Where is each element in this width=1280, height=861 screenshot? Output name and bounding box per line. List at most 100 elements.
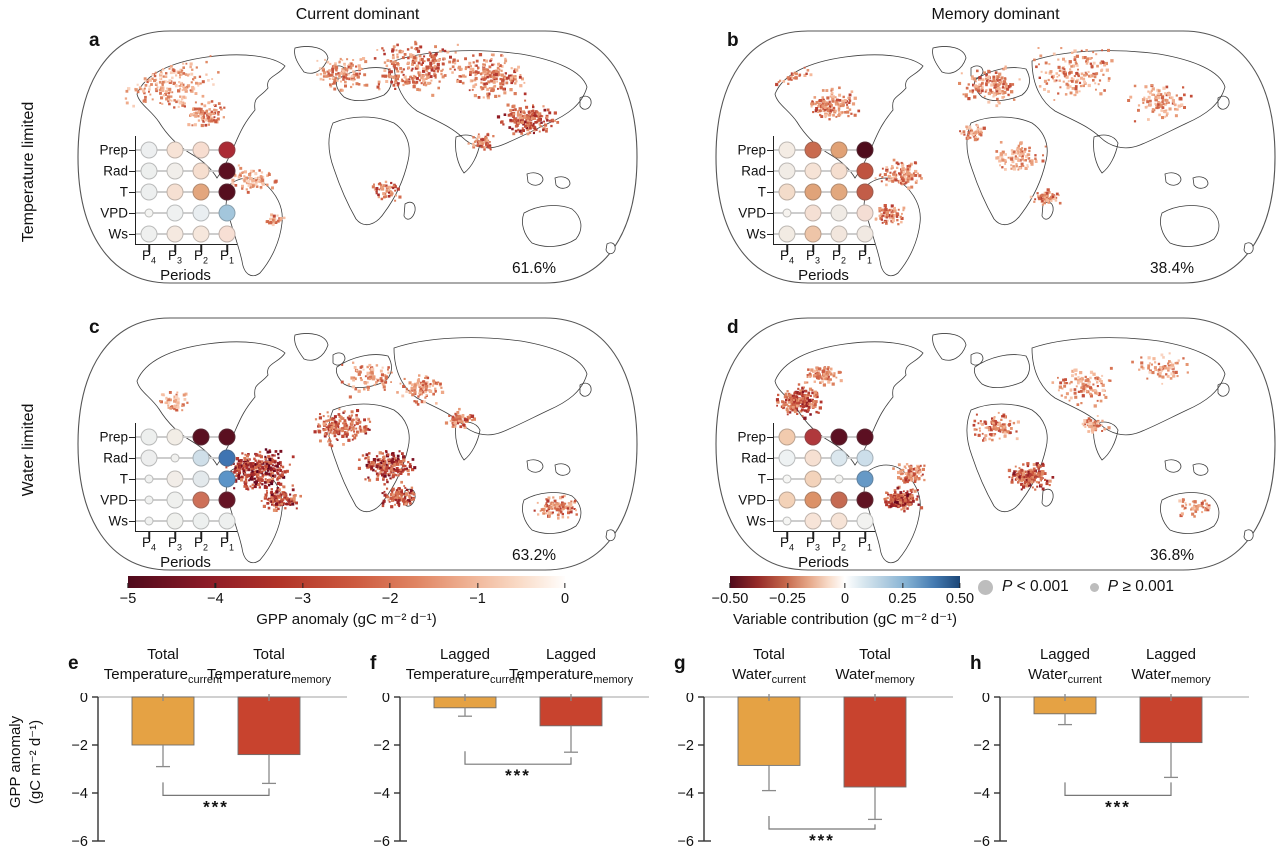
inset-col-tick	[200, 532, 202, 539]
significance-stars: ***	[1105, 797, 1131, 816]
inset-dot-matrix: Prep Rad T VPD Ws P4 P3 P2 P1 Periods	[725, 423, 915, 573]
inset-row-tick	[767, 457, 773, 459]
y-tick-label: 0	[686, 693, 694, 706]
inset-row-tick	[129, 436, 135, 438]
y-tick-label: −4	[973, 786, 990, 802]
inset-dot	[804, 141, 822, 158]
inset-dot	[856, 512, 874, 529]
significance-stars: ***	[203, 797, 229, 816]
bar-titles: Lagged Watercurrent Lagged Watermemory	[960, 645, 1252, 693]
inset-dot-matrix: Prep Rad T VPD Ws P4 P3 P2 P1 Periods	[87, 136, 277, 286]
colorbar-tick-mark	[302, 583, 304, 588]
inset-row-tick	[129, 457, 135, 459]
coastlines	[136, 46, 616, 277]
bar	[1139, 696, 1203, 744]
inset-col-tick	[200, 245, 202, 252]
panel-letter: a	[89, 30, 100, 51]
colorbar-tick-mark	[127, 583, 129, 588]
significance-bracket	[464, 751, 572, 765]
inset-row-label: T	[757, 184, 766, 199]
colorbar-tick-label: −4	[207, 591, 224, 607]
map-panel-c: c Prep Rad T VPD Ws P4 P3 P2 P1 Periods 63.2%	[75, 315, 640, 573]
inset-row-tick	[767, 499, 773, 501]
significance-stars: ***	[809, 831, 835, 850]
inset-col-label: P2	[193, 248, 209, 266]
inset-dot	[218, 225, 236, 242]
inset-dot	[192, 449, 210, 466]
inset-row: VPD	[100, 489, 237, 510]
inset-dot	[804, 512, 822, 529]
inset-row-label: VPD	[100, 492, 128, 507]
inset-dot	[778, 428, 796, 445]
inset-row-label: VPD	[738, 205, 766, 220]
bar-chart-g: g Total Watercurrent Total Watermemory 0 −2 −…	[664, 645, 956, 861]
bar-plot: 0 −2 −4 −6 ***	[373, 693, 649, 850]
inset-dot	[856, 162, 874, 179]
bar	[539, 696, 603, 727]
gpp-anomaly-pixels	[775, 47, 1193, 226]
inset-col-label: P3	[167, 248, 183, 266]
colorbar-tick-mark	[564, 583, 566, 588]
y-tick-label: −2	[677, 738, 694, 754]
significance-stars: ***	[505, 766, 531, 785]
bar-plot: 0 −2 −4 −6 ***	[677, 693, 953, 850]
inset-dot	[856, 449, 874, 466]
inset-row-tick	[129, 170, 135, 172]
inset-row: Prep	[99, 426, 237, 447]
inset-dot	[166, 470, 184, 487]
colorbar-tick-mark	[786, 583, 789, 588]
inset-row: Ws	[747, 223, 875, 244]
inset-dot	[830, 141, 848, 158]
inset-dot	[804, 162, 822, 179]
inset-dot	[144, 474, 154, 483]
map-panel-b: b Prep Rad T VPD Ws P4 P3 P2 P1 Periods 38.4%	[713, 28, 1278, 286]
inset-row-tick	[767, 520, 773, 522]
significance-bracket	[162, 782, 270, 796]
inset-x-label: Periods	[798, 554, 849, 571]
inset-dot-matrix: Prep Rad T VPD Ws P4 P3 P2 P1 Periods	[87, 423, 277, 573]
inset-dot	[192, 491, 210, 508]
inset-col-label: P3	[167, 535, 183, 553]
inset-dot	[778, 491, 796, 508]
inset-row-tick	[767, 191, 773, 193]
inset-col-label: P1	[857, 248, 873, 266]
inset-col-label: P1	[219, 248, 235, 266]
inset-col-tick	[864, 245, 866, 252]
inset-dot	[830, 204, 848, 221]
row-title-water-limited: Water limited	[20, 403, 37, 497]
inset-dot	[218, 491, 236, 508]
inset-x-label: Periods	[798, 267, 849, 284]
coverage-percent: 38.4%	[1150, 260, 1194, 277]
inset-dot	[856, 204, 874, 221]
coverage-percent: 36.8%	[1150, 547, 1194, 564]
inset-row-label: T	[119, 471, 128, 486]
bar-titles: Total Temperaturecurrent Total Temperaturem…	[58, 645, 350, 693]
inset-row-tick	[767, 149, 773, 151]
inset-col-tick	[148, 532, 150, 539]
inset-row-label: Prep	[99, 142, 128, 157]
inset-dot	[856, 470, 874, 487]
bar	[737, 696, 801, 766]
inset-col-tick	[148, 245, 150, 252]
inset-row: Rad	[741, 160, 875, 181]
inset-plot: Prep Rad T VPD Ws P4 P3 P2 P1	[737, 136, 875, 266]
world-map	[77, 317, 638, 571]
inset-row-label: Ws	[746, 226, 767, 241]
colorbar-tick-label: −0.25	[769, 591, 806, 607]
inset-dot	[140, 449, 158, 466]
bar	[843, 696, 907, 788]
y-axis-label-line2: (gC m⁻² d⁻¹)	[27, 719, 45, 805]
inset-dot	[140, 141, 158, 158]
inset-col-label: P1	[219, 535, 235, 553]
inset-col-tick	[174, 245, 176, 252]
map-panel-d: d Prep Rad T VPD Ws P4 P3 P2 P1 Periods 36.8%	[713, 315, 1278, 573]
inset-dot	[140, 162, 158, 179]
inset-row: Prep	[737, 426, 875, 447]
inset-row-label: VPD	[100, 205, 128, 220]
inset-dot	[830, 491, 848, 508]
y-tick-label: −4	[677, 786, 694, 802]
inset-dot	[192, 470, 210, 487]
inset-x-label: Periods	[160, 554, 211, 571]
inset-row-label: Prep	[99, 429, 128, 444]
